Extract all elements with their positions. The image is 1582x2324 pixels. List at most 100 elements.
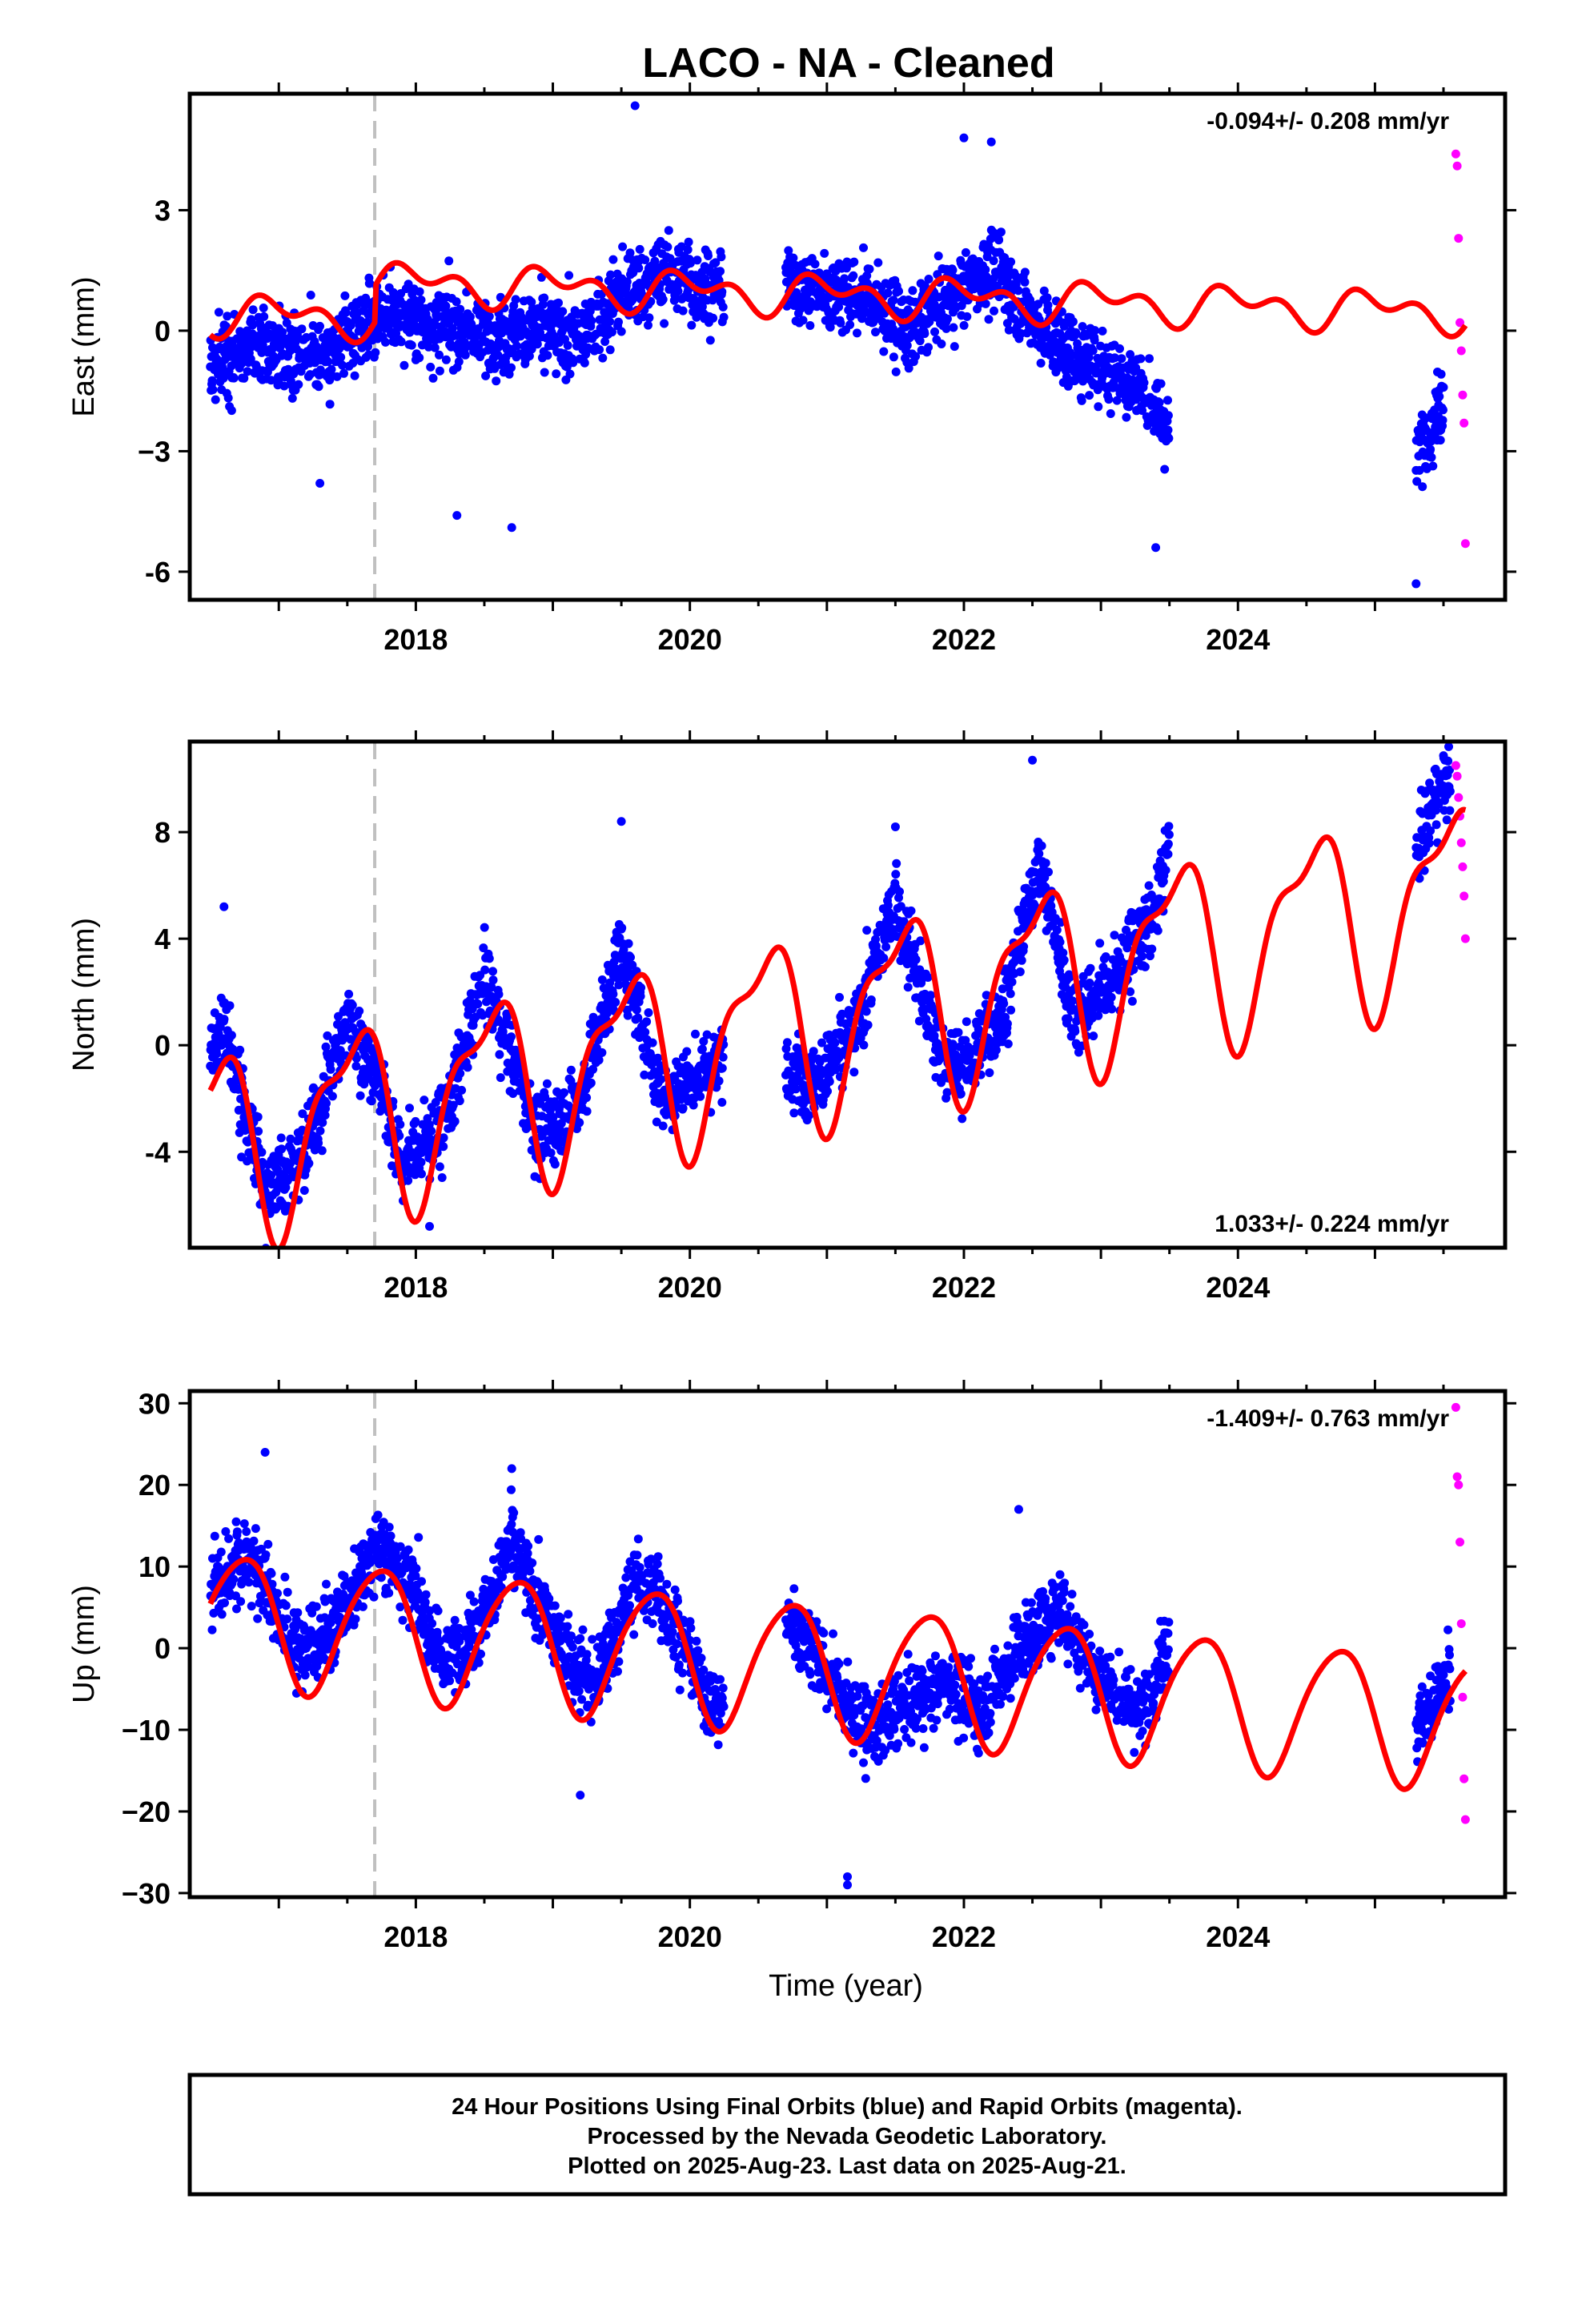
final-orbit-point <box>678 1104 688 1113</box>
final-orbit-point <box>981 299 990 308</box>
final-orbit-point <box>1164 830 1174 839</box>
x-tick-label: 2022 <box>932 623 996 656</box>
final-orbit-point <box>684 237 693 247</box>
final-orbit-point <box>836 318 845 328</box>
outlier-point <box>986 137 996 147</box>
final-orbit-point <box>673 287 683 296</box>
outlier-point <box>315 479 325 489</box>
final-orbit-point <box>859 1040 869 1050</box>
final-orbit-point <box>1110 931 1119 940</box>
final-orbit-point <box>1412 476 1422 486</box>
final-orbit-point <box>1445 766 1454 774</box>
final-orbit-point <box>283 1614 292 1624</box>
final-orbit-point <box>450 1116 460 1126</box>
final-orbit-point <box>582 1107 592 1116</box>
final-orbit-point <box>484 312 494 321</box>
final-orbit-point <box>463 1063 472 1072</box>
final-orbit-point <box>889 352 898 362</box>
final-orbit-point <box>1036 359 1046 368</box>
final-orbit-point <box>942 1088 952 1097</box>
final-orbit-point <box>267 1569 276 1578</box>
final-orbit-point <box>926 991 935 1000</box>
final-orbit-point <box>566 1076 576 1086</box>
final-orbit-point <box>1006 1005 1016 1015</box>
final-orbit-point <box>564 271 574 280</box>
rapid-orbit-point <box>1454 793 1464 802</box>
plot-area <box>206 742 1470 1248</box>
final-orbit-point <box>1163 850 1173 859</box>
final-orbit-point <box>417 1577 426 1586</box>
final-orbit-point <box>691 1029 700 1039</box>
final-orbit-point <box>895 887 904 896</box>
final-orbit-point <box>664 226 673 235</box>
final-orbit-point <box>841 263 851 273</box>
final-orbit-point <box>1052 925 1062 935</box>
final-orbit-point <box>456 304 465 314</box>
final-orbit-point <box>558 307 568 316</box>
final-orbit-point <box>665 254 675 263</box>
final-orbit-point <box>942 314 952 324</box>
final-orbit-point <box>311 1602 321 1611</box>
final-orbit-point <box>1070 1027 1080 1036</box>
final-orbit-point <box>229 1574 239 1584</box>
final-orbit-point <box>279 381 289 391</box>
final-orbit-point <box>1136 354 1146 364</box>
final-orbit-point <box>985 1068 994 1077</box>
final-orbit-point <box>1439 383 1448 392</box>
final-orbit-point <box>439 1133 448 1143</box>
final-orbit-point <box>636 991 645 1001</box>
final-orbit-point <box>280 1572 290 1582</box>
final-orbit-point <box>527 344 536 354</box>
final-orbit-point <box>208 385 218 395</box>
final-orbit-point <box>825 323 835 332</box>
final-orbit-point <box>315 321 324 331</box>
final-orbit-point <box>653 1053 663 1063</box>
final-orbit-point <box>924 343 933 352</box>
final-orbit-point <box>1164 433 1174 443</box>
final-orbit-point <box>430 343 440 352</box>
final-orbit-point <box>396 1120 405 1129</box>
final-orbit-point <box>404 1545 413 1554</box>
final-orbit-point <box>588 1064 598 1074</box>
final-orbit-point <box>982 991 991 1000</box>
final-orbit-point <box>1020 277 1030 287</box>
x-tick-label: 2018 <box>383 623 448 656</box>
final-orbit-point <box>560 1088 568 1097</box>
final-orbit-point <box>962 312 972 321</box>
final-orbit-point <box>871 935 880 944</box>
final-orbit-point <box>849 271 858 280</box>
final-orbit-point <box>989 274 998 283</box>
final-orbit-point <box>512 341 521 351</box>
final-orbit-point <box>1094 402 1103 412</box>
plot-area <box>206 1391 1470 1897</box>
final-orbit-point <box>956 1089 966 1099</box>
final-orbit-point <box>954 1027 963 1037</box>
final-orbit-point <box>1415 874 1424 883</box>
final-orbit-point <box>327 1092 337 1101</box>
final-orbit-point <box>1424 838 1434 848</box>
final-orbit-point <box>207 376 217 385</box>
final-orbit-point <box>879 347 889 356</box>
final-orbit-point <box>210 1531 219 1541</box>
final-orbit-point <box>642 1017 652 1027</box>
final-orbit-point <box>1106 992 1116 1002</box>
final-orbit-point <box>323 1031 332 1040</box>
final-orbit-point <box>644 1008 653 1017</box>
final-orbit-point <box>565 369 575 379</box>
final-orbit-point <box>1082 331 1091 340</box>
final-orbit-point <box>883 288 893 298</box>
final-orbit-point <box>580 358 589 368</box>
final-orbit-point <box>281 1601 291 1610</box>
final-orbit-point <box>277 1144 287 1154</box>
final-orbit-point <box>298 1109 307 1119</box>
final-orbit-point <box>930 1031 939 1040</box>
final-orbit-point <box>1161 866 1170 875</box>
final-orbit-point <box>325 400 335 409</box>
final-orbit-point <box>257 1148 267 1157</box>
final-orbit-point <box>1443 756 1453 766</box>
final-orbit-point <box>431 1098 440 1107</box>
final-orbit-point <box>263 1539 273 1549</box>
final-orbit-point <box>1427 452 1436 462</box>
final-orbit-point <box>448 1100 458 1110</box>
final-orbit-point <box>248 320 258 330</box>
